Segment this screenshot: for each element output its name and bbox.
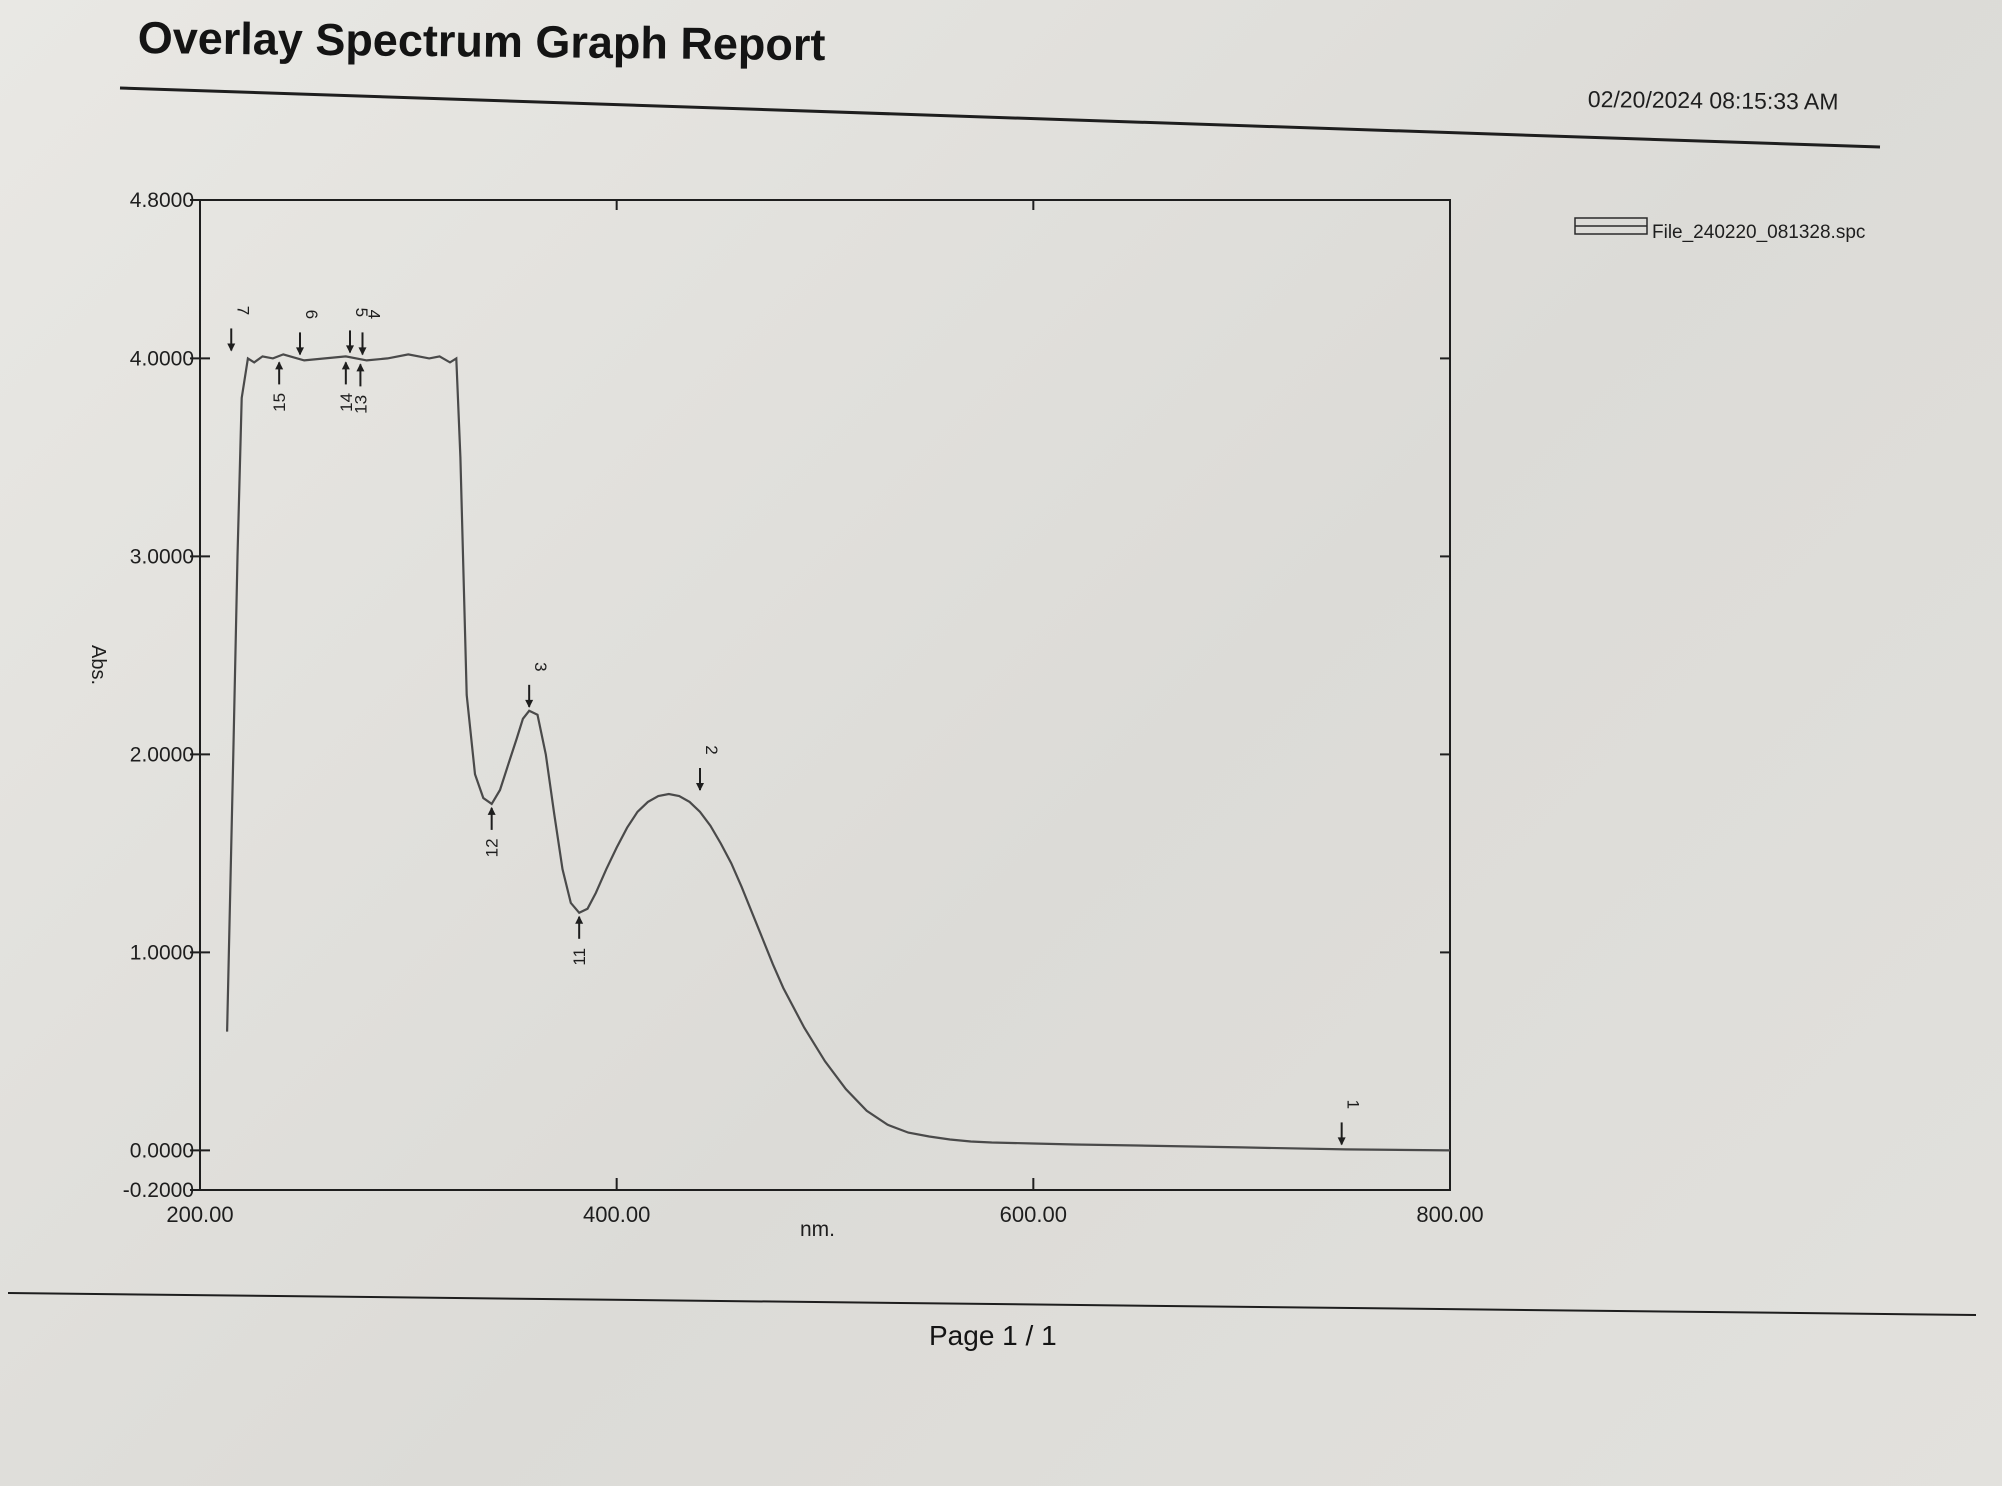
svg-text:1: 1 <box>1344 1100 1363 1109</box>
marker-valley-15: 15 <box>270 361 289 412</box>
svg-text:15: 15 <box>270 393 289 412</box>
svg-text:5: 5 <box>352 308 371 317</box>
marker-valley-14: 14 <box>337 361 356 412</box>
marker-peak-7: 7 <box>227 306 252 352</box>
marker-peak-4: 4 <box>358 310 384 356</box>
y-tick-label: 4.0000 <box>130 347 194 370</box>
y-axis: 4.8000 4.0000 3.0000 2.0000 1.0000 0.0000 -0.2… <box>123 189 210 1202</box>
x-tick-label: 200.00 <box>166 1202 233 1227</box>
y-tick-label: 4.8000 <box>130 189 194 212</box>
y-tick-label: 1.0000 <box>130 941 194 964</box>
legend-entry: File_240220_081328.spc <box>1652 222 1865 243</box>
marker-valley-12: 12 <box>483 806 502 857</box>
marker-valley-11: 11 <box>570 915 589 966</box>
y-tick-label: 3.0000 <box>130 545 194 568</box>
svg-text:4: 4 <box>365 310 384 319</box>
y-tick-label: 0.0000 <box>130 1139 194 1162</box>
svg-text:7: 7 <box>233 306 252 315</box>
marker-valley-13: 13 <box>351 363 370 414</box>
y-axis-label: Abs. <box>87 645 109 685</box>
svg-text:2: 2 <box>702 745 721 754</box>
spectrum-trace <box>226 353 1451 1152</box>
y-tick-label: -0.2000 <box>123 1179 194 1202</box>
legend: File_240220_081328.spc <box>1574 217 1865 243</box>
svg-text:6: 6 <box>302 310 321 319</box>
marker-peak-2: 2 <box>696 745 721 791</box>
header-rule <box>119 86 1881 149</box>
page-number: Page 1 / 1 <box>929 1320 1057 1351</box>
marker-peak-6: 6 <box>296 310 321 356</box>
x-tick-label: 600.00 <box>1000 1202 1067 1227</box>
y-tick-label: 2.0000 <box>130 743 194 766</box>
svg-text:11: 11 <box>570 948 589 966</box>
svg-text:14: 14 <box>337 393 356 412</box>
x-tick-label: 800.00 <box>1416 1202 1483 1227</box>
right-axis-ticks <box>1440 357 1450 954</box>
x-tick-label: 400.00 <box>583 1202 650 1227</box>
svg-text:3: 3 <box>531 662 550 671</box>
marker-peak-5: 5 <box>346 308 371 354</box>
marker-peak-3: 3 <box>525 662 550 708</box>
svg-text:12: 12 <box>483 838 502 857</box>
svg-text:13: 13 <box>351 395 370 414</box>
x-axis-label: nm. <box>800 1218 835 1241</box>
marker-peak-1: 1 <box>1337 1100 1363 1146</box>
footer-rule <box>7 1292 1977 1316</box>
plot-frame <box>199 199 1451 1191</box>
x-axis: 200.00 400.00 600.00 800.00 <box>166 200 1484 1227</box>
